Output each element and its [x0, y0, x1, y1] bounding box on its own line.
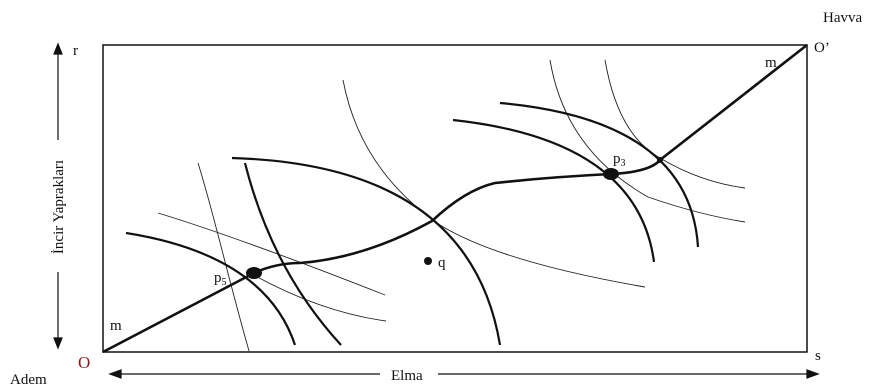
curve-thick-3 [231, 156, 502, 346]
curve-thin-3 [249, 272, 387, 322]
origin-havva-label: O’ [814, 40, 830, 56]
tangency-dot [657, 157, 663, 163]
havva-label: Havva [823, 10, 862, 26]
adem-label: Adem [10, 372, 47, 385]
x-axis-arrow [108, 369, 820, 379]
x-axis-label: Elma [391, 368, 423, 384]
point-q-dot [424, 257, 432, 265]
curve-thin-2 [157, 212, 386, 296]
curve-thick-1 [125, 231, 297, 346]
indifference-curves-thick [125, 101, 700, 346]
curve-thin-6 [604, 59, 746, 189]
point-p3-sub: 3 [621, 158, 626, 169]
corner-s-label: s [815, 348, 821, 364]
curve-thin-5 [549, 59, 746, 223]
curve-thick-4 [452, 118, 656, 263]
curve-thick-2 [243, 162, 342, 346]
curve-thin-1 [197, 162, 250, 352]
curve-thick-5 [499, 101, 700, 248]
point-p3-label: p3 [613, 151, 626, 169]
point-p5-dot [246, 267, 262, 279]
y-axis-label: İncir Yaprakları [51, 160, 67, 254]
point-p5-main: p [214, 270, 222, 286]
y-axis-arrow [53, 42, 63, 350]
curve-m-low-label: m [110, 318, 122, 334]
box-frame [102, 44, 808, 353]
origin-adem-label: O [78, 353, 90, 372]
point-p3-main: p [613, 151, 621, 167]
point-p5-sub: 5 [222, 277, 227, 288]
point-q-label: q [438, 255, 446, 271]
curve-m-high-label: m [765, 55, 777, 71]
point-p5-label: p5 [214, 270, 227, 288]
corner-r-label: r [73, 43, 78, 59]
point-p3-dot [603, 168, 619, 180]
